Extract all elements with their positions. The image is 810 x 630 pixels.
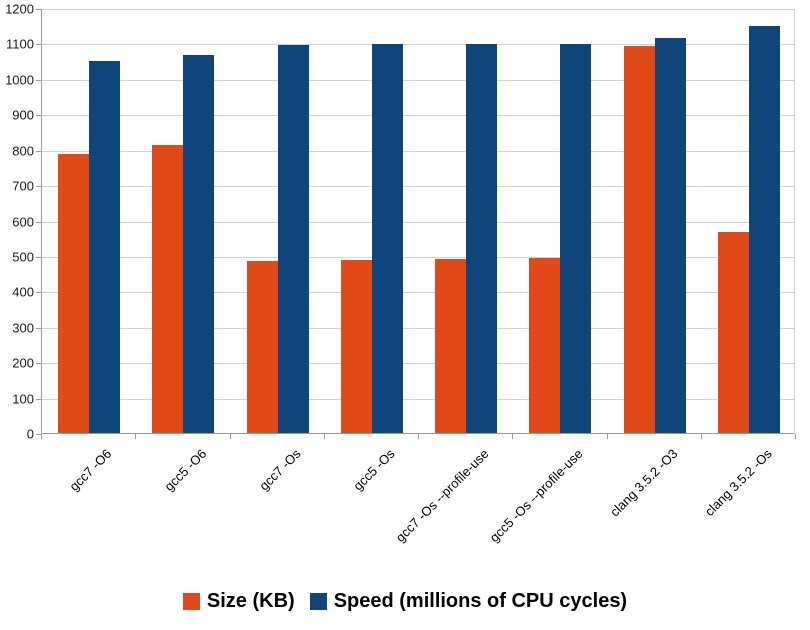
y-axis-tick [36, 398, 41, 400]
y-axis-tick [36, 186, 41, 188]
legend-label-size: Size (KB) [206, 590, 295, 612]
x-axis-label: gcc5 -O6 [161, 446, 209, 494]
bar-group [136, 9, 230, 434]
bar-group [231, 9, 325, 434]
size-bar [717, 232, 749, 434]
gridline [42, 327, 794, 329]
y-axis-tick-label: 1100 [6, 36, 34, 52]
size-bar [623, 46, 655, 434]
x-axis-tick [795, 434, 796, 439]
gridline [42, 44, 794, 46]
y-axis-tick [36, 9, 41, 10]
speed-bar [560, 43, 592, 434]
size-bar [152, 145, 184, 434]
size-bar [58, 154, 90, 434]
gridline [42, 115, 794, 117]
size-bar [435, 259, 467, 434]
x-axis-label: clang 3.5.2 -Os [701, 446, 775, 519]
y-axis-tick [36, 44, 41, 46]
x-axis-tick [700, 434, 702, 439]
y-axis-tick-label: 0 [26, 426, 34, 442]
bar-group [325, 9, 419, 434]
speed-bar [183, 55, 215, 434]
x-axis-tick [229, 434, 231, 439]
gridline [42, 186, 794, 188]
legend-item-speed: Speed (millions of CPU cycles) [309, 590, 628, 613]
x-axis-line [42, 433, 794, 434]
x-axis-label: gcc7 -Os --profile-use [392, 446, 492, 545]
y-axis-tick-label: 600 [12, 214, 34, 229]
legend-label-speed: Speed (millions of CPU cycles) [333, 590, 628, 612]
size-bar [340, 259, 372, 434]
y-axis-tick [36, 79, 41, 81]
y-axis-tick-label: 900 [12, 107, 34, 123]
y-axis-tick [36, 434, 41, 435]
y-axis-tick-label: 500 [12, 249, 34, 265]
y-axis-tick [36, 256, 41, 258]
gridline [42, 221, 794, 223]
size-bar [529, 257, 561, 434]
gridline [42, 398, 794, 400]
y-axis-tick-label: 100 [12, 391, 34, 407]
y-axis-tick-label: 700 [12, 178, 34, 194]
y-axis-tick [36, 292, 41, 294]
y-axis-tick-label: 400 [12, 284, 34, 300]
x-axis-label: gcc5 -Os [350, 446, 398, 494]
y-axis-tick [36, 327, 41, 329]
x-axis-tick [418, 434, 419, 439]
size-series-swatch-icon [182, 593, 200, 610]
x-axis-label: gcc5 -Os --profile-use [486, 446, 586, 545]
x-axis-label: gcc7 -O6 [66, 446, 115, 494]
legend: Size (KB) Speed (millions of CPU cycles) [0, 590, 810, 613]
bar-group [42, 9, 136, 434]
x-axis-tick [41, 434, 42, 439]
x-axis-tick [512, 434, 514, 439]
speed-bar [277, 45, 309, 434]
bar-group [419, 9, 513, 434]
size-bar [246, 261, 278, 434]
y-axis-tick [36, 363, 41, 365]
bar-group [702, 9, 796, 434]
y-axis-tick [36, 221, 41, 223]
speed-bar [89, 61, 121, 434]
y-axis-tick-label: 1000 [5, 72, 34, 88]
speed-bar [748, 26, 780, 434]
plot-area [41, 9, 795, 434]
x-axis-tick [606, 434, 608, 439]
x-axis-tick [323, 434, 325, 439]
x-axis-label: clang 3.5.2 -O3 [606, 446, 681, 520]
speed-bar [466, 44, 498, 434]
y-axis-tick-label: 800 [12, 143, 34, 159]
bar-group [513, 9, 607, 434]
gridline [42, 9, 794, 10]
y-axis-tick-label: 1200 [5, 1, 34, 17]
y-axis-tick [36, 115, 41, 117]
y-axis-tick-label: 200 [12, 355, 34, 371]
speed-series-swatch-icon [309, 593, 327, 610]
gridline [42, 363, 794, 365]
speed-bar [371, 44, 403, 434]
gridline [42, 150, 794, 152]
y-axis-tick-label: 300 [12, 320, 34, 336]
x-axis-tick [135, 434, 137, 439]
gridline [42, 79, 794, 81]
y-axis-tick [36, 150, 41, 152]
bar-group [608, 9, 702, 434]
gridline [42, 256, 794, 258]
gridline [42, 292, 794, 294]
speed-bar [654, 38, 686, 434]
legend-item-size: Size (KB) [182, 590, 295, 613]
x-axis-label: gcc7 -Os [255, 446, 304, 494]
